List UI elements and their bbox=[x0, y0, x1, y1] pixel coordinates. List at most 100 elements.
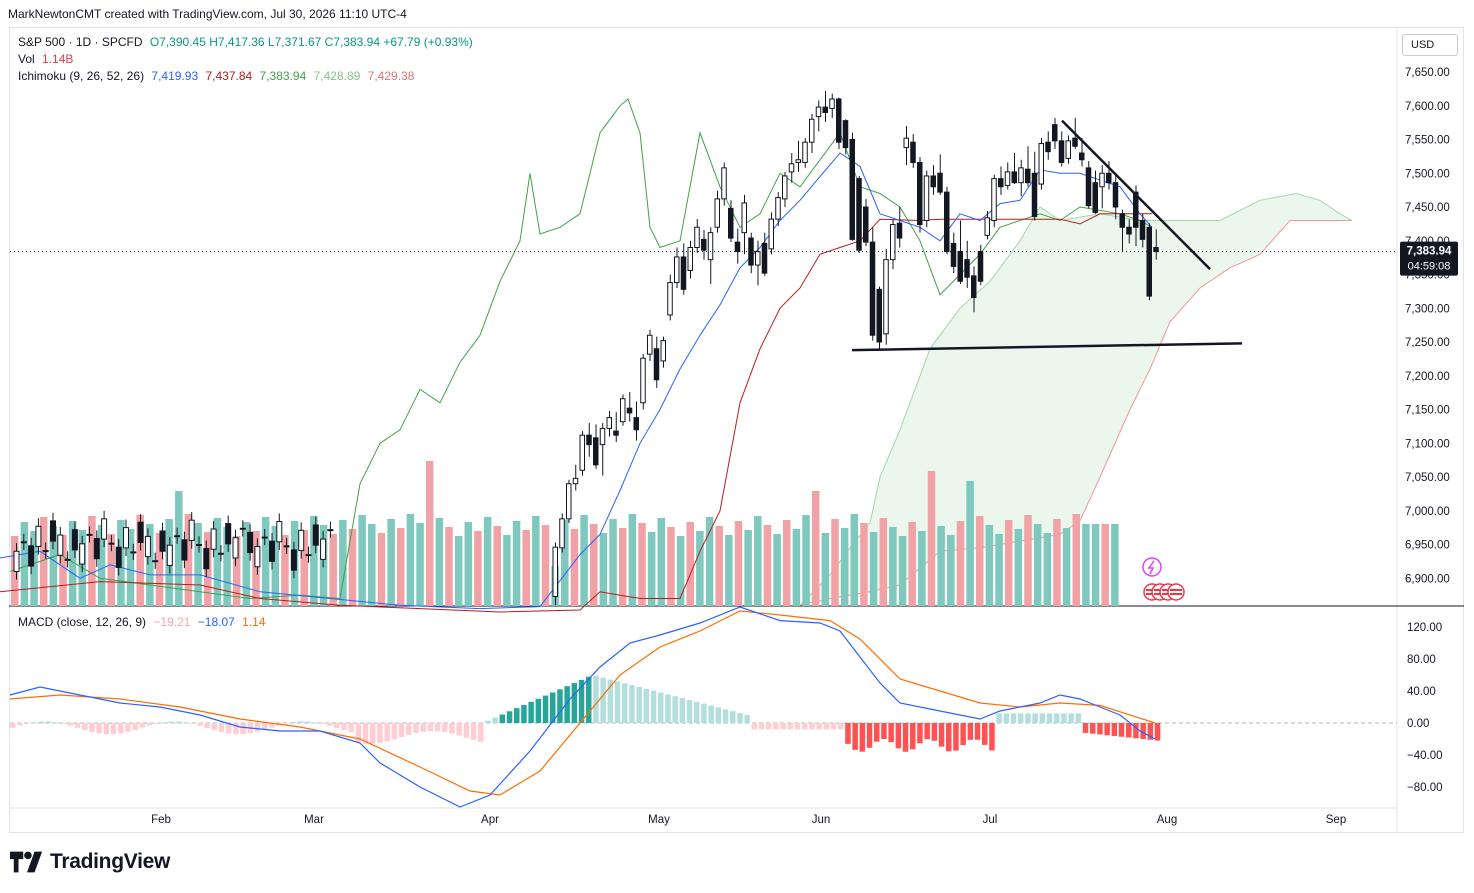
macd-histogram-bar bbox=[485, 720, 491, 723]
legend-macd-label: MACD (close, 12, 26, 9) bbox=[18, 615, 147, 629]
candle-body bbox=[1052, 124, 1058, 142]
macd-histogram-bar bbox=[1126, 723, 1132, 738]
macd-histogram-bar bbox=[442, 723, 448, 733]
legend-ichimoku[interactable]: Ichimoku (9, 26, 52, 26) 7,419.93 7,437.… bbox=[18, 69, 418, 83]
candle-body bbox=[1004, 171, 1011, 186]
candle-body bbox=[320, 538, 327, 560]
macd-histogram-bar bbox=[262, 723, 268, 730]
price-tick-label: 7,550.00 bbox=[1405, 135, 1450, 147]
legend-ichimoku-label: Ichimoku (9, 26, 52, 26) bbox=[18, 69, 145, 83]
tradingview-logo-icon bbox=[10, 851, 43, 873]
volume-bar bbox=[503, 535, 511, 606]
macd-histogram-bar bbox=[254, 723, 261, 732]
volume-bar bbox=[937, 526, 945, 606]
macd-histogram-bar bbox=[665, 694, 671, 723]
volume-bar bbox=[126, 529, 135, 606]
legend-macd[interactable]: MACD (close, 12, 26, 9) −19.21 −18.07 1.… bbox=[18, 615, 270, 629]
macd-histogram-bar bbox=[175, 721, 182, 723]
candle-body bbox=[667, 282, 673, 316]
volume-bar bbox=[811, 491, 820, 606]
candle-body bbox=[971, 275, 977, 298]
volume-bar bbox=[667, 527, 675, 606]
macd-histogram-bar bbox=[420, 723, 426, 732]
volume-bar bbox=[483, 517, 492, 606]
macd-histogram-bar bbox=[24, 723, 30, 724]
volume-bar bbox=[213, 518, 222, 606]
volume-bar bbox=[763, 525, 772, 606]
macd-histogram-bar bbox=[1154, 723, 1161, 741]
macd-histogram-bar bbox=[478, 723, 484, 742]
macd-histogram-bar bbox=[845, 723, 851, 744]
macd-histogram-bar bbox=[794, 723, 801, 730]
macd-histogram-bar bbox=[110, 723, 117, 735]
candle-body bbox=[1092, 182, 1098, 213]
macd-histogram-bar bbox=[636, 686, 642, 723]
candle-body bbox=[809, 118, 815, 143]
macd-histogram-bar bbox=[874, 723, 880, 742]
macd-histogram-bar bbox=[701, 703, 707, 723]
candle-body bbox=[863, 206, 869, 243]
time-tick-label: Jul bbox=[983, 814, 998, 826]
volume-bar bbox=[647, 532, 656, 606]
legend-vol[interactable]: Vol 1.14B bbox=[18, 52, 77, 66]
volume-bar bbox=[898, 536, 907, 606]
macd-histogram-bar bbox=[564, 686, 570, 723]
macd-histogram-bar bbox=[881, 723, 887, 740]
candle-body bbox=[71, 529, 78, 551]
candle-body bbox=[239, 527, 246, 530]
volume-bar bbox=[831, 519, 839, 606]
ichimoku-span-a-value: 7,428.89 bbox=[313, 69, 361, 83]
candle-body bbox=[159, 530, 166, 552]
macd-histogram-bar bbox=[1147, 723, 1154, 740]
candle-body bbox=[701, 238, 707, 251]
macd-histogram-bar bbox=[1111, 723, 1118, 736]
candle-body bbox=[822, 106, 828, 113]
volume-bar bbox=[676, 536, 685, 606]
candle-body bbox=[728, 207, 734, 239]
volume-bar bbox=[1082, 524, 1090, 606]
currency-button[interactable]: USD bbox=[1402, 34, 1458, 56]
macd-histogram-bar bbox=[449, 723, 455, 734]
candle-body bbox=[101, 518, 108, 540]
candle-body bbox=[977, 251, 984, 282]
us-flag-stripe bbox=[1170, 589, 1182, 591]
macd-histogram-bar bbox=[182, 722, 189, 724]
legend-symbol[interactable]: S&P 500 · 1D · SPCFD bbox=[18, 35, 143, 49]
legend-main[interactable]: S&P 500 · 1D · SPCFD O7,390.45 H7,417.36… bbox=[18, 35, 477, 49]
volume-bar bbox=[927, 471, 936, 606]
macd-histogram-bar bbox=[398, 723, 405, 738]
macd-histogram-bar bbox=[1140, 723, 1146, 740]
candle-body bbox=[1153, 247, 1159, 253]
trendline bbox=[1061, 119, 1211, 270]
time-tick-label: Apr bbox=[481, 814, 499, 826]
candle-body bbox=[1045, 141, 1051, 153]
macd-histogram-bar bbox=[427, 723, 434, 732]
candle-body bbox=[1038, 143, 1044, 185]
last-price-badge bbox=[1400, 241, 1458, 276]
macd-histogram-bar bbox=[946, 723, 952, 752]
candle-body bbox=[152, 560, 159, 563]
macd-histogram-bar bbox=[463, 723, 470, 738]
candle-body bbox=[1025, 168, 1031, 184]
candle-body bbox=[674, 256, 680, 284]
ichimoku-conversion-value: 7,419.93 bbox=[151, 69, 199, 83]
macd-histogram-bar bbox=[931, 723, 938, 741]
volume-bar bbox=[348, 529, 357, 606]
macd-histogram-bar bbox=[1097, 723, 1103, 735]
macd-histogram-bar bbox=[1032, 713, 1038, 723]
countdown-label: 04:59:08 bbox=[1408, 261, 1451, 273]
volume-bar bbox=[522, 530, 530, 606]
volume-bar bbox=[966, 481, 974, 606]
macd-histogram-bar bbox=[989, 723, 995, 751]
tradingview-logo[interactable]: TradingView bbox=[10, 850, 170, 874]
candle-body bbox=[50, 520, 56, 542]
candle-body bbox=[312, 524, 319, 546]
candle-body bbox=[842, 120, 849, 149]
volume-bar bbox=[223, 527, 231, 606]
event-icons bbox=[1142, 557, 1185, 601]
macd-histogram-bar bbox=[312, 722, 318, 724]
macd-histogram-bar bbox=[694, 701, 700, 723]
macd-histogram-bar bbox=[766, 723, 772, 730]
volume-bar bbox=[802, 515, 810, 606]
